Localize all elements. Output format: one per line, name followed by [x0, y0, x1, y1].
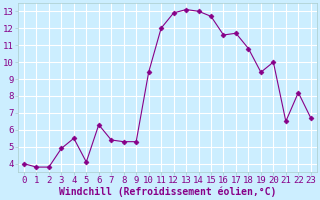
X-axis label: Windchill (Refroidissement éolien,°C): Windchill (Refroidissement éolien,°C)	[59, 187, 276, 197]
